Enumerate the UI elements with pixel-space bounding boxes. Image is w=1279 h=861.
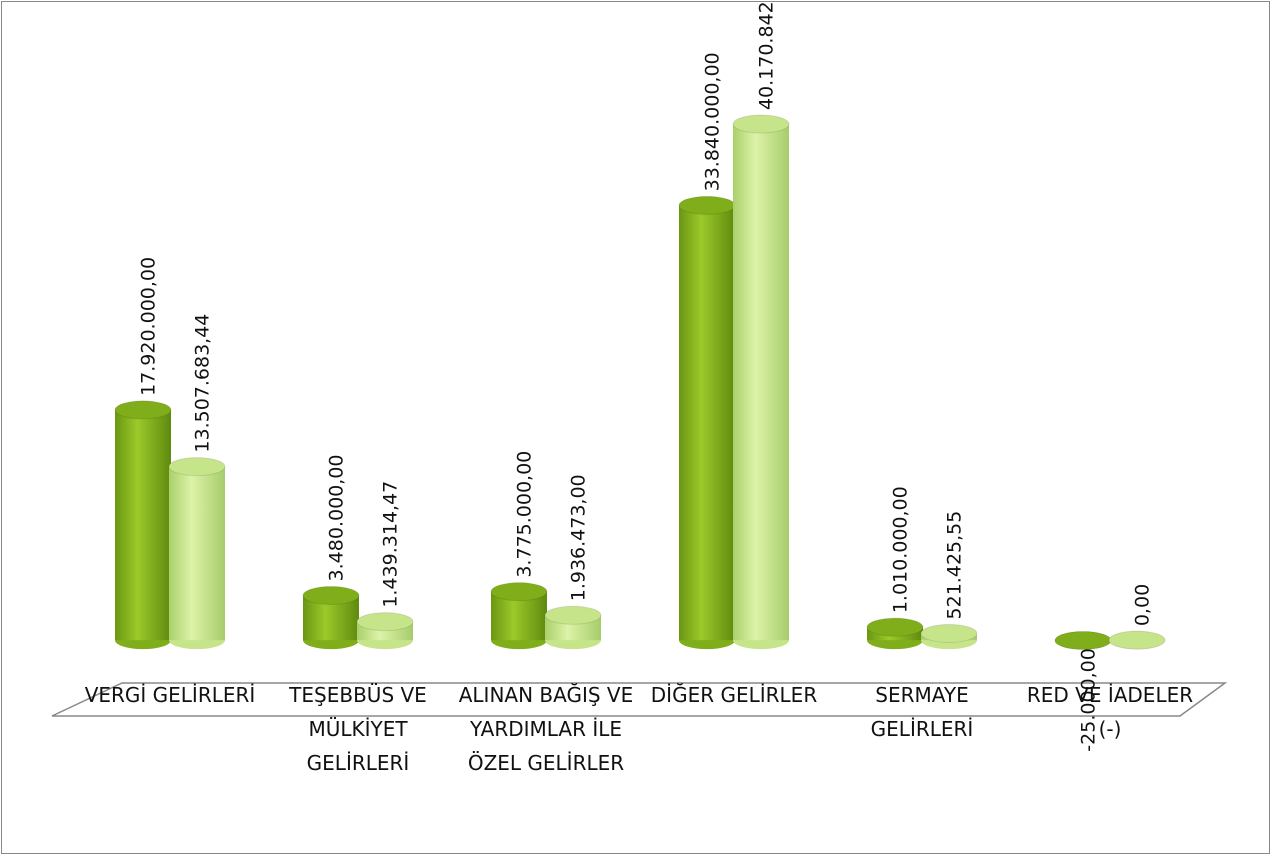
value-label: 521.425,55 bbox=[944, 511, 966, 620]
x-tick-label: DİĞER GELİRLER bbox=[650, 683, 818, 707]
value-label: 0,00 bbox=[1132, 584, 1154, 626]
value-label: -25.000,00 bbox=[1078, 648, 1100, 752]
value-label: 3.775.000,00 bbox=[514, 451, 536, 578]
cylinder-body bbox=[733, 124, 789, 641]
value-label: 40.170.842,48 bbox=[756, 0, 778, 110]
cylinder bbox=[678, 195, 736, 650]
cylinder-top bbox=[732, 114, 790, 134]
value-label: 17.920.000,00 bbox=[138, 257, 160, 396]
value-label: 13.507.683,44 bbox=[192, 314, 214, 453]
cylinder-top bbox=[302, 585, 360, 605]
cylinder bbox=[732, 114, 790, 650]
floor bbox=[51, 682, 1228, 717]
cylinder bbox=[866, 617, 924, 650]
cylinder-body bbox=[169, 466, 225, 641]
cylinder-body bbox=[115, 409, 171, 641]
value-label: 1.439.314,47 bbox=[380, 481, 402, 608]
cylinder bbox=[168, 457, 226, 650]
x-tick-label: TEŞEBBÜS VE MÜLKİYET GELİRLERİ bbox=[289, 683, 427, 775]
cylinder-top bbox=[168, 457, 226, 477]
cylinder bbox=[356, 612, 414, 650]
cylinder bbox=[920, 623, 978, 650]
cylinder-body bbox=[679, 205, 735, 641]
value-label: 33.840.000,00 bbox=[702, 52, 724, 191]
cylinder-top bbox=[544, 605, 602, 625]
value-label: 3.480.000,00 bbox=[326, 455, 348, 582]
cylinder-top bbox=[920, 623, 978, 643]
x-tick-label: ALINAN BAĞIŞ VE YARDIMLAR İLE ÖZEL GELİR… bbox=[458, 683, 634, 775]
cylinder bbox=[114, 400, 172, 650]
cylinder-top bbox=[1054, 630, 1112, 650]
cylinder bbox=[302, 585, 360, 650]
cylinder-top bbox=[866, 617, 924, 637]
x-tick-label: VERGİ GELİRLERİ bbox=[84, 683, 256, 707]
cylinder bbox=[544, 605, 602, 650]
cylinder-top bbox=[114, 400, 172, 420]
cylinder-top bbox=[1108, 630, 1166, 650]
cylinder-top bbox=[356, 612, 414, 632]
value-label: 1.010.000,00 bbox=[890, 486, 912, 613]
cylinder-top bbox=[678, 195, 736, 215]
cylinder bbox=[490, 582, 548, 650]
cylinder bbox=[1108, 630, 1166, 650]
x-tick-label: SERMAYE GELİRLERİ bbox=[870, 683, 974, 741]
cylinder bbox=[1054, 630, 1112, 650]
value-label: 1.936.473,00 bbox=[568, 474, 590, 601]
x-tick-label: RED VE İADELER (-) bbox=[1026, 683, 1194, 741]
cylinder-top bbox=[490, 582, 548, 602]
